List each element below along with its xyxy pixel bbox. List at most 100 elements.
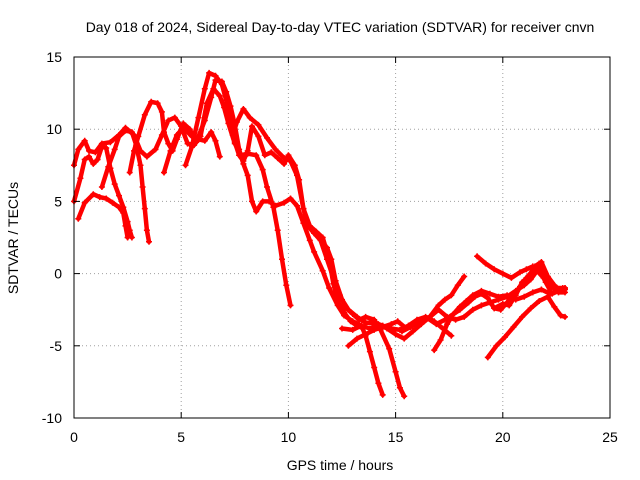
y-tick-label: -5 bbox=[50, 338, 63, 354]
data-point bbox=[116, 204, 122, 211]
data-point bbox=[208, 94, 215, 101]
data-point bbox=[146, 238, 152, 245]
data-point bbox=[450, 311, 457, 317]
data-point bbox=[272, 146, 279, 153]
data-point bbox=[484, 354, 491, 361]
data-point bbox=[478, 290, 485, 297]
data-point bbox=[81, 137, 88, 144]
data-point bbox=[379, 324, 386, 330]
data-point bbox=[128, 129, 135, 136]
data-point bbox=[255, 133, 262, 140]
data-point bbox=[201, 137, 208, 144]
data-point bbox=[165, 117, 172, 124]
data-point bbox=[103, 145, 110, 151]
data-point bbox=[362, 331, 369, 338]
data-point bbox=[536, 298, 543, 304]
data-point bbox=[435, 302, 442, 309]
data-point bbox=[551, 282, 558, 289]
grid bbox=[74, 57, 610, 418]
data-point bbox=[81, 199, 88, 206]
data-point bbox=[401, 393, 408, 400]
data-point bbox=[371, 364, 378, 371]
data-point bbox=[195, 136, 202, 143]
data-point bbox=[90, 160, 97, 167]
data-point bbox=[253, 208, 260, 215]
data-point bbox=[141, 111, 148, 118]
data-series bbox=[71, 69, 568, 400]
data-point bbox=[444, 321, 451, 328]
data-point bbox=[394, 318, 401, 325]
data-point bbox=[208, 129, 215, 136]
data-point bbox=[173, 132, 180, 138]
data-point bbox=[345, 342, 352, 349]
data-point bbox=[96, 194, 103, 201]
data-point bbox=[339, 296, 345, 303]
series-track-16 bbox=[491, 259, 568, 312]
data-point bbox=[266, 198, 273, 205]
x-tick-label: 20 bbox=[495, 429, 511, 445]
data-point bbox=[306, 222, 313, 229]
y-tick-label: 5 bbox=[54, 193, 62, 209]
data-point bbox=[264, 184, 270, 190]
data-point bbox=[261, 152, 268, 159]
data-point bbox=[188, 143, 195, 150]
data-point bbox=[501, 334, 508, 341]
data-point bbox=[392, 331, 399, 338]
data-point bbox=[201, 85, 208, 92]
data-point bbox=[482, 260, 489, 267]
data-point bbox=[231, 139, 238, 146]
data-point bbox=[311, 248, 318, 255]
data-point bbox=[306, 237, 313, 244]
data-point bbox=[497, 306, 504, 313]
data-point bbox=[486, 290, 493, 297]
data-point bbox=[504, 292, 511, 299]
data-point bbox=[244, 172, 251, 179]
series-trace bbox=[183, 70, 407, 399]
data-point bbox=[349, 326, 356, 333]
data-point bbox=[371, 326, 378, 333]
data-point bbox=[471, 293, 478, 300]
data-point bbox=[562, 285, 568, 291]
data-point bbox=[491, 266, 498, 273]
x-axis-label: GPS time / hours bbox=[287, 457, 394, 473]
data-point bbox=[120, 210, 127, 216]
data-point bbox=[139, 184, 146, 190]
data-point bbox=[81, 156, 88, 163]
data-point bbox=[437, 337, 444, 343]
series-track-7 bbox=[182, 69, 408, 400]
data-point bbox=[562, 313, 568, 320]
data-point bbox=[334, 298, 341, 304]
data-point bbox=[141, 205, 148, 212]
data-point bbox=[244, 147, 251, 154]
data-point bbox=[287, 158, 294, 164]
data-point bbox=[407, 324, 414, 330]
data-point bbox=[448, 332, 455, 339]
data-point bbox=[549, 290, 556, 297]
data-point bbox=[538, 286, 545, 293]
x-tick-label: 5 bbox=[177, 429, 185, 445]
data-point bbox=[124, 234, 131, 241]
series-track-15 bbox=[484, 293, 568, 361]
data-point bbox=[557, 287, 564, 294]
data-point bbox=[499, 270, 506, 277]
data-point bbox=[137, 162, 144, 169]
data-point bbox=[441, 316, 448, 323]
data-point bbox=[366, 348, 373, 355]
data-point bbox=[499, 300, 506, 307]
data-point bbox=[90, 191, 97, 198]
y-tick-label: 15 bbox=[46, 49, 62, 65]
data-point bbox=[510, 324, 517, 330]
data-point bbox=[396, 384, 403, 391]
data-point bbox=[324, 244, 330, 251]
data-point bbox=[517, 269, 523, 276]
data-point bbox=[506, 302, 513, 309]
data-point bbox=[116, 192, 122, 199]
data-point bbox=[161, 169, 167, 176]
y-axis-label: SDTVAR / TECUs bbox=[5, 182, 21, 294]
data-point bbox=[212, 72, 219, 79]
data-point bbox=[195, 114, 202, 121]
data-point bbox=[512, 292, 519, 299]
data-point bbox=[461, 273, 468, 280]
data-point bbox=[246, 114, 253, 121]
data-point bbox=[184, 140, 191, 147]
